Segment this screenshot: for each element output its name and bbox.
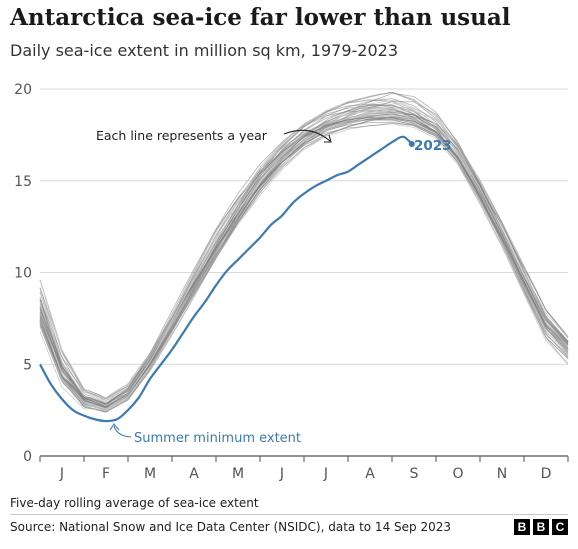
series-endpoint-2023	[408, 141, 415, 148]
annotation-history-arrowhead	[324, 134, 332, 143]
x-tick-label-11: D	[541, 466, 552, 482]
year-line-2003	[39, 114, 569, 411]
series-line-2023	[39, 135, 413, 423]
highlight-series	[39, 135, 415, 423]
chart-footnote: Five-day rolling average of sea-ice exte…	[10, 496, 259, 510]
year-line-1981	[39, 122, 569, 411]
year-line-2004	[39, 109, 569, 407]
year-line-1984	[39, 116, 569, 410]
x-tick-label-2: M	[144, 466, 156, 482]
year-line-1997	[39, 106, 569, 408]
y-tick-label-10: 10	[14, 266, 32, 282]
year-line-2020	[39, 92, 569, 405]
x-tick-label-4: M	[232, 466, 244, 482]
year-line-2016	[39, 92, 569, 404]
y-tick-label-5: 5	[23, 357, 32, 373]
x-tick-label-3: A	[189, 466, 199, 482]
chart-source: Source: National Snow and Ice Data Cente…	[10, 520, 451, 534]
page-subtitle: Daily sea-ice extent in million sq km, 1…	[10, 41, 399, 60]
year-line-1983	[39, 118, 569, 409]
year-line-2019	[39, 106, 569, 409]
annotations: Each line represents a year 2023 Summer …	[96, 128, 452, 446]
annotation-minimum-arrow	[113, 425, 132, 438]
year-line-2002	[39, 116, 569, 405]
historical-years-lines	[39, 91, 569, 413]
year-line-1986	[39, 121, 569, 413]
x-tick-label-8: S	[410, 466, 419, 482]
y-tick-label-0: 0	[23, 449, 32, 465]
year-line-2018	[39, 109, 569, 407]
x-tick-label-9: O	[452, 466, 463, 482]
bbc-logo-letter-3: C	[552, 519, 568, 535]
x-tick-label-7: A	[365, 466, 375, 482]
year-line-1979	[39, 123, 569, 410]
year-line-2007	[39, 117, 569, 408]
annotation-minimum-arrowhead	[109, 423, 120, 431]
annotation-minimum-label: Summer minimum extent	[134, 431, 301, 446]
year-line-1991	[39, 113, 569, 408]
y-axis-ticks: 0 5 10 15 20	[14, 82, 32, 465]
x-tick-label-0: J	[59, 466, 64, 482]
year-line-2022	[39, 117, 569, 407]
year-line-1988	[39, 115, 569, 404]
y-tick-label-15: 15	[14, 174, 32, 190]
year-line-2001	[39, 113, 569, 408]
year-line-2013	[39, 116, 569, 413]
x-tick-label-6: J	[323, 466, 328, 482]
year-line-1993	[39, 109, 569, 400]
bbc-logo-letter-2: B	[533, 519, 549, 535]
year-line-1996	[39, 108, 569, 407]
year-line-2005	[39, 104, 569, 410]
year-line-2000	[39, 115, 569, 410]
year-line-1985	[39, 100, 569, 409]
x-axis	[39, 455, 569, 462]
sea-ice-chart: 0 5 10 15 20 J F M A M J J A S O N D Each line represen…	[14, 82, 569, 482]
year-line-1994	[39, 110, 569, 411]
year-line-1990	[39, 100, 569, 407]
x-tick-label-10: N	[497, 466, 507, 482]
year-line-2017	[39, 116, 569, 405]
bbc-logo-letter-1: B	[514, 519, 530, 535]
annotation-history-arrow	[283, 129, 331, 142]
year-line-2006	[39, 116, 569, 411]
x-tick-label-1: F	[102, 466, 110, 482]
year-line-1998	[39, 116, 569, 412]
year-line-1999	[39, 112, 569, 407]
annotation-history-label: Each line represents a year	[96, 128, 268, 143]
year-line-1987	[39, 110, 569, 408]
grid-lines	[40, 88, 568, 365]
page-title: Antarctica sea-ice far lower than usual	[10, 4, 511, 31]
year-line-2011	[39, 119, 569, 407]
year-line-2021	[39, 115, 569, 410]
y-tick-label-20: 20	[14, 82, 32, 98]
x-tick-label-5: J	[279, 466, 284, 482]
annotation-2023-label: 2023	[414, 138, 452, 154]
year-line-2014	[39, 105, 569, 405]
footer-divider	[10, 514, 568, 515]
year-line-2008	[39, 113, 569, 406]
